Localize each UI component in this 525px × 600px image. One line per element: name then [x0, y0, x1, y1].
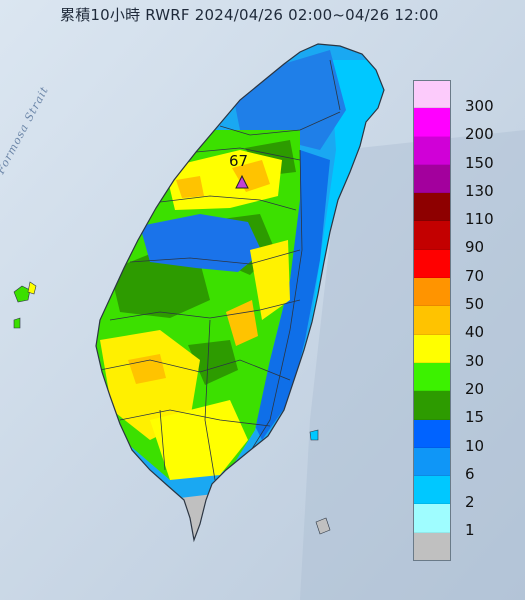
legend-label: 200 [465, 125, 494, 144]
legend-swatch [413, 193, 451, 222]
legend-swatch [413, 108, 451, 137]
band-yellow-center [250, 240, 290, 320]
peak-marker-icon [235, 174, 249, 189]
county-boundaries [99, 59, 341, 481]
legend-label: 20 [465, 379, 485, 398]
band-yellow-west [100, 330, 200, 440]
peak-value: 67 [229, 152, 249, 170]
legend-label: 150 [465, 153, 494, 172]
legend-label: 10 [465, 436, 485, 455]
legend-swatch [413, 334, 451, 363]
legend-label: 50 [465, 295, 485, 314]
legend-swatch [413, 504, 451, 533]
legend-label: 6 [465, 464, 475, 483]
band-darkgreen-1 [110, 250, 210, 318]
legend-swatch [413, 532, 451, 562]
legend-swatch [413, 362, 451, 392]
legend-label: 15 [465, 408, 485, 427]
eastern-islands [309, 429, 331, 535]
legend-swatch [413, 447, 451, 477]
legend-label: 2 [465, 493, 475, 512]
legend-swatch [413, 249, 451, 279]
band-orange-4 [176, 176, 204, 198]
legend-label: 30 [465, 351, 485, 370]
coastline [95, 43, 385, 543]
legend-swatch [413, 278, 451, 307]
legend-swatch [413, 419, 451, 448]
legend-swatch [413, 136, 451, 165]
legend-swatch [413, 164, 451, 194]
penghu-islands [13, 281, 37, 329]
legend-swatch [413, 221, 451, 250]
legend-label: 300 [465, 97, 494, 115]
legend-label: 70 [465, 266, 485, 285]
legend-label: 40 [465, 323, 485, 342]
band-central-blue [252, 150, 330, 440]
legend-label: 1 [465, 521, 475, 540]
map-title: 累積10小時 RWRF 2024/04/26 02:00~04/26 12:00 [60, 6, 439, 24]
legend-label: 110 [465, 210, 494, 229]
band-yellow-south [150, 400, 248, 480]
legend-swatch [413, 391, 451, 420]
legend-swatch [413, 476, 451, 505]
legend-swatch [413, 306, 451, 335]
legend-label: 130 [465, 181, 494, 200]
legend-label: 90 [465, 238, 485, 257]
shelf-relief [300, 130, 525, 600]
band-blue-blob [140, 214, 262, 272]
legend-swatch [413, 80, 451, 109]
band-darkgreen-3 [188, 340, 238, 385]
